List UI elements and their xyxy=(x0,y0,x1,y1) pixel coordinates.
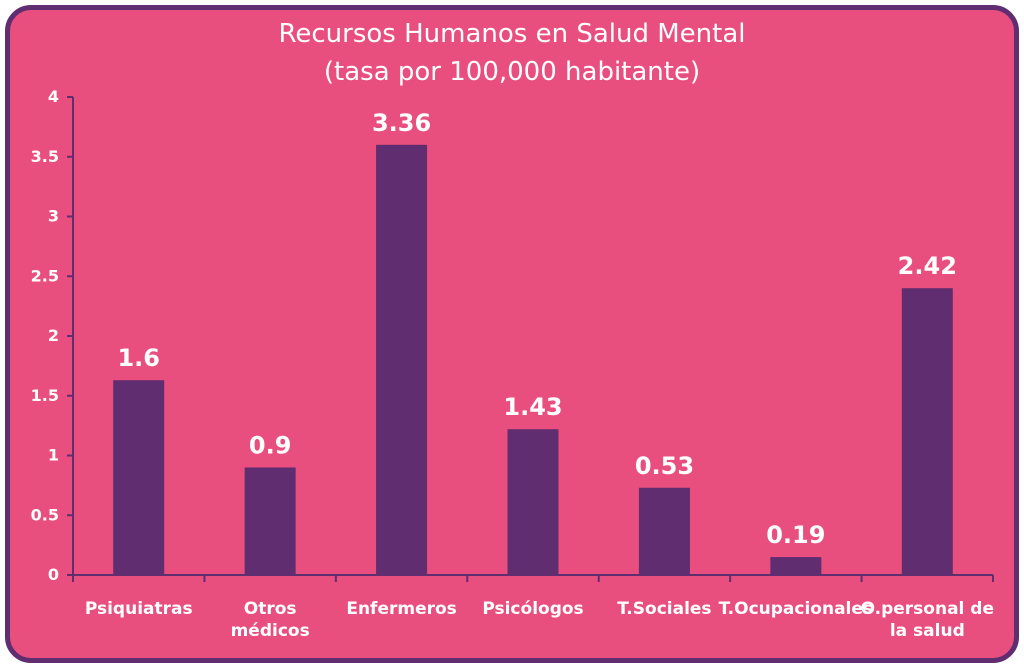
bar xyxy=(244,467,296,575)
data-label: 0.9 xyxy=(249,431,292,459)
data-label: 2.42 xyxy=(898,252,957,280)
bar xyxy=(507,429,559,575)
category-label: T.Sociales xyxy=(617,599,711,619)
category-label: Otros xyxy=(244,599,297,619)
bar xyxy=(113,380,165,575)
chart-title: Recursos Humanos en Salud Mental xyxy=(278,19,746,49)
y-tick-label: 4 xyxy=(48,87,59,106)
data-label: 3.36 xyxy=(372,109,431,137)
bar xyxy=(770,557,822,575)
category-label: Enfermeros xyxy=(346,599,456,619)
data-label: 1.6 xyxy=(117,344,160,372)
category-label: Psicólogos xyxy=(482,599,583,619)
y-tick-label: 3.5 xyxy=(31,147,59,166)
y-tick-label: 0 xyxy=(48,565,59,584)
data-label: 0.53 xyxy=(635,452,694,480)
bar xyxy=(376,144,428,576)
category-label: la salud xyxy=(890,621,965,641)
y-tick-label: 2 xyxy=(48,326,59,345)
category-label: O.personal de xyxy=(861,599,994,619)
data-label: 0.19 xyxy=(766,521,825,549)
y-tick-label: 1.5 xyxy=(31,386,59,405)
y-tick-label: 0.5 xyxy=(31,505,59,524)
y-tick-label: 3 xyxy=(48,207,59,226)
y-tick-label: 1 xyxy=(48,446,59,465)
category-label: médicos xyxy=(231,621,310,641)
category-label: T.Ocupacionales xyxy=(719,599,873,619)
category-label: Psiquiatras xyxy=(85,599,193,619)
chart-subtitle: (tasa por 100,000 habitante) xyxy=(323,57,701,87)
bar xyxy=(901,288,953,575)
bar xyxy=(638,487,690,575)
y-tick-label: 2.5 xyxy=(31,266,59,285)
data-label: 1.43 xyxy=(503,393,562,421)
